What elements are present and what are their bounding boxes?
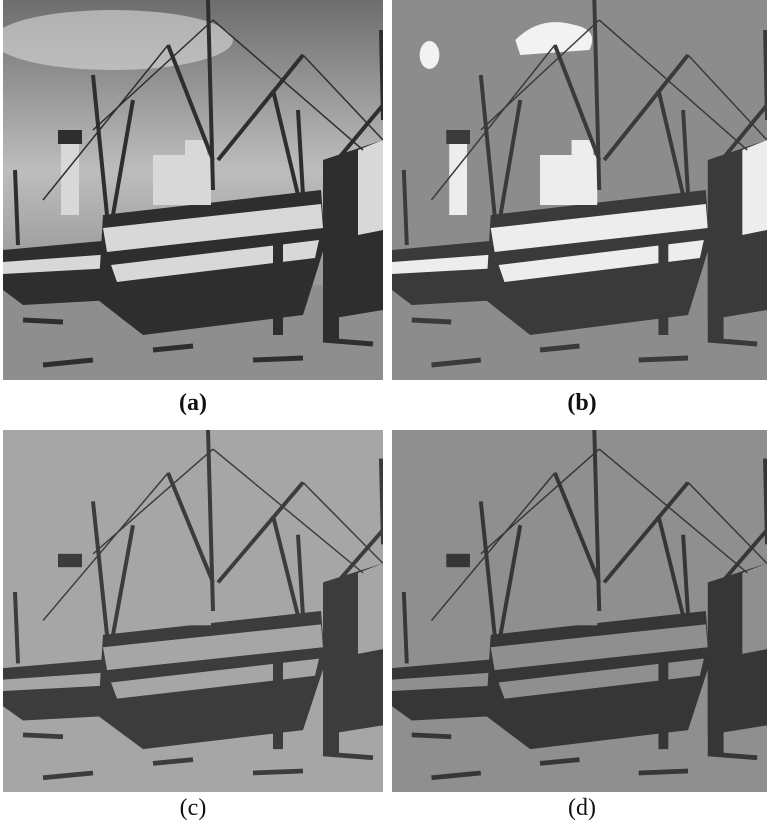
figure: (a) (b) (c) (d) [0,0,767,823]
image-c [3,430,383,792]
caption: (b) [392,390,767,417]
caption: (a) [3,390,383,417]
image-b [392,0,767,380]
caption: (d) [392,795,767,822]
image-d [392,430,767,792]
caption: (c) [3,795,383,822]
image-a [3,0,383,380]
